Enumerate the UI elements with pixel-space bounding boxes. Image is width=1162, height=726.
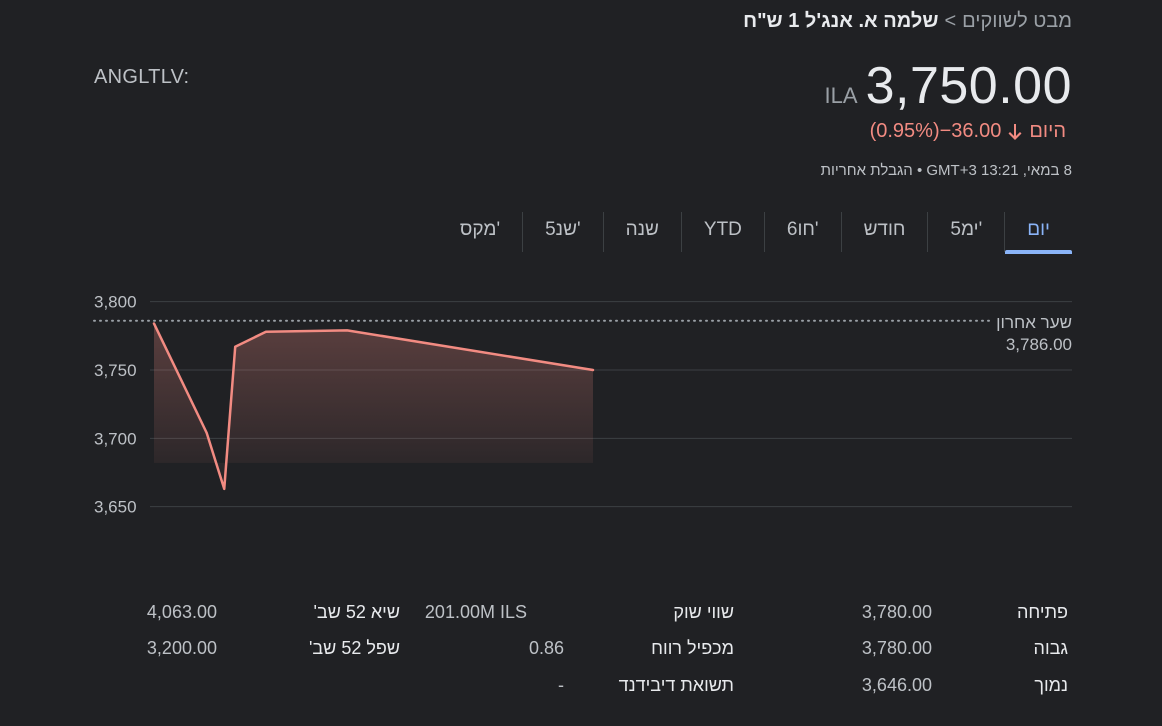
tab-max[interactable]: מקס': [459, 219, 501, 240]
previous-close-value: 3,786.00: [1005, 335, 1072, 354]
stat-52w-low-value: 3,200.00: [146, 638, 217, 658]
breadcrumb-link-markets[interactable]: מבט לשווקים: [962, 10, 1072, 32]
breadcrumb: מבט לשווקים>שלמה א. אנג'ל 1 ש"ח: [743, 10, 1072, 33]
stat-pe-ratio-value: 0.86: [528, 638, 564, 658]
stat-low-value: 3,646.00: [861, 675, 932, 695]
stat-high-value: 3,780.00: [861, 638, 932, 658]
stat-52w-low-label: שפל 52 שב': [308, 638, 400, 658]
price-value: 3,750.00: [865, 57, 1072, 115]
stat-dividend-yield-label: תשואת דיבידנד: [618, 675, 734, 695]
ticker-symbol: ANGLTLV:: [94, 66, 190, 88]
stat-open-label: פתיחה: [1017, 602, 1068, 622]
stat-market-cap-label: שווי שוק: [673, 602, 734, 622]
range-tabs: יום 5ימ' חודש 6חו' YTD שנה 5שנ' מקס': [438, 212, 1072, 254]
stats-table: פתיחה 3,780.00 גבוה 3,780.00 נמוך 3,646.…: [0, 598, 1162, 708]
previous-close: שער אחרון 3,786.00: [996, 312, 1072, 356]
stat-pe-ratio-label: מכפיל רווח: [651, 638, 734, 658]
tab-day[interactable]: יום: [1004, 212, 1072, 254]
tab-6-months[interactable]: 6חו': [763, 212, 841, 252]
stat-52w-high-value: 4,063.00: [146, 602, 217, 622]
price-row: ILA 3,750.00: [825, 56, 1072, 116]
y-tick-label: 3,700: [94, 429, 137, 448]
stat-high-label: גבוה: [1033, 638, 1068, 658]
price-area-fill: [154, 323, 593, 489]
y-tick-label: 3,750: [94, 361, 137, 380]
change-period: היום: [1029, 120, 1066, 142]
price-currency: ILA: [824, 83, 858, 108]
price-chart[interactable]: 3,800 3,750 3,700 3,650: [0, 270, 1162, 570]
tab-ytd[interactable]: YTD: [680, 212, 764, 252]
previous-close-label: שער אחרון: [996, 313, 1072, 332]
stat-52w-high-label: שיא 52 שב': [313, 602, 401, 622]
tab-5-years[interactable]: 5שנ': [522, 212, 602, 252]
y-tick-label: 3,800: [94, 293, 137, 312]
change-percent: (0.95%): [869, 120, 940, 142]
breadcrumb-separator: >: [944, 10, 957, 32]
tab-5-days[interactable]: 5ימ': [927, 212, 1004, 252]
y-tick-label: 3,650: [94, 498, 137, 517]
price-change-row: היום (0.95%)−36.00: [870, 120, 1066, 143]
price-chart-svg[interactable]: 3,800 3,750 3,700 3,650: [0, 270, 1162, 570]
tab-month[interactable]: חודש: [840, 212, 928, 252]
change-percent-and-amount: (0.95%)−36.00: [870, 120, 1002, 143]
arrow-down-icon: [1007, 123, 1023, 141]
stat-market-cap-value: 201.00M ILS: [424, 602, 527, 622]
stat-open-value: 3,780.00: [861, 602, 932, 622]
change-amount: −36.00: [939, 120, 1002, 142]
stat-dividend-yield-value: -: [558, 675, 564, 695]
tab-year[interactable]: שנה: [602, 212, 681, 252]
breadcrumb-current-stock: שלמה א. אנג'ל 1 ש"ח: [743, 10, 939, 32]
stat-low-label: נמוך: [1034, 675, 1068, 695]
quote-timestamp: 8 במאי, 13:21 GMT+3 • הגבלת אחריות: [820, 162, 1072, 179]
